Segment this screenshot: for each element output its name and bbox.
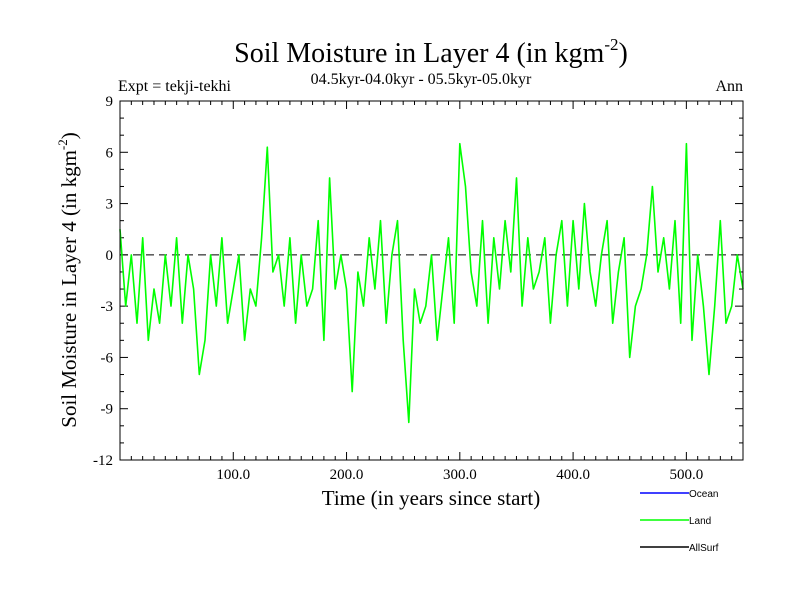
y-tick-label: 0 [106, 248, 114, 264]
chart-title: Soil Moisture in Layer 4 (in kgm-2) [234, 35, 628, 69]
series-line-land [119, 142, 744, 424]
season-label: Ann [715, 78, 743, 95]
axis-tick-labels: 9 6 3 0 -3 -6 -9 -12 100.0 200.0 300.0 400.0 500.0 [93, 94, 703, 483]
x-tick-label: 300.0 [443, 467, 477, 483]
legend: Ocean Land AllSurf [640, 489, 719, 554]
y-tick-label: -3 [101, 299, 114, 315]
experiment-label: Expt = tekji-tekhi [118, 78, 232, 95]
y-tick-label: 6 [106, 145, 114, 161]
y-axis-label: Soil Moisture in Layer 4 (in kgm-2) [55, 132, 81, 427]
x-tick-label: 500.0 [669, 467, 703, 483]
y-tick-label: -9 [101, 402, 114, 418]
y-tick-label: 3 [106, 197, 114, 213]
legend-item-land: Land [640, 516, 711, 527]
x-tick-label: 100.0 [216, 467, 250, 483]
y-tick-label: -6 [101, 350, 114, 366]
x-tick-label: 200.0 [330, 467, 364, 483]
legend-item-ocean: Ocean [640, 489, 718, 500]
x-axis-label: Time (in years since start) [322, 486, 541, 510]
y-tick-label: -12 [93, 453, 113, 469]
y-tick-label: 9 [106, 94, 114, 110]
legend-item-allsurf: AllSurf [640, 543, 719, 554]
data-series [119, 142, 744, 424]
legend-label: Land [689, 516, 711, 527]
chart-subtitle: 04.5kyr-04.0kyr - 05.5kyr-05.0kyr [311, 71, 532, 88]
axis-ticks [120, 100, 743, 461]
x-tick-label: 400.0 [556, 467, 590, 483]
legend-label: Ocean [689, 489, 718, 500]
legend-label: AllSurf [689, 543, 719, 554]
plot-frame [119, 100, 744, 461]
